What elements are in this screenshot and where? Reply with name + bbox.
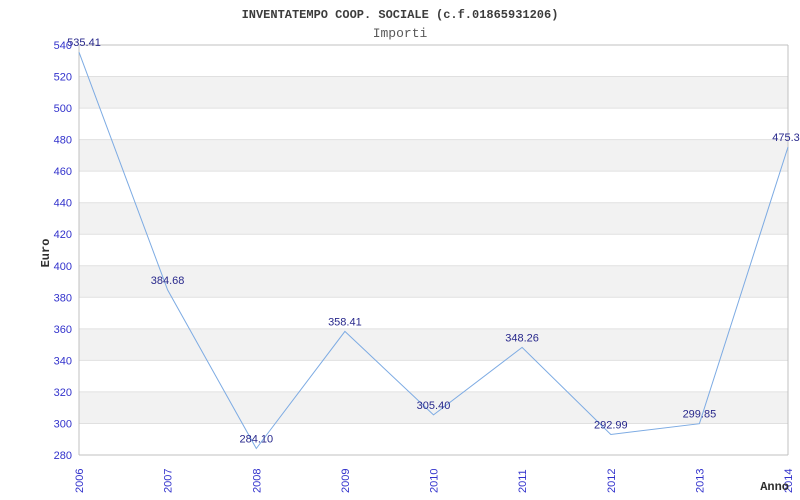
point-value-label: 292.99: [594, 420, 628, 432]
y-tick-label: 500: [54, 103, 72, 115]
y-tick-label: 360: [54, 324, 72, 336]
x-tick-label: 2014: [783, 469, 795, 493]
grid-band: [79, 328, 788, 361]
point-value-label: 535.41: [67, 37, 101, 49]
y-tick-label: 340: [54, 355, 72, 367]
grid-band: [79, 76, 788, 109]
y-axis-title: Euro: [39, 239, 53, 268]
y-tick-label: 380: [54, 292, 72, 304]
point-value-label: 299.85: [683, 409, 717, 421]
x-tick-label: 2010: [429, 469, 441, 493]
point-value-label: 284.10: [239, 434, 273, 446]
point-value-label: 358.41: [328, 316, 362, 328]
y-tick-label: 320: [54, 387, 72, 399]
y-tick-label: 460: [54, 166, 72, 178]
point-value-label: 348.26: [505, 332, 539, 344]
x-axis-title: Anno: [760, 480, 789, 494]
grid-band: [79, 265, 788, 298]
point-value-label: 305.40: [417, 400, 451, 412]
point-value-label: 475.3: [772, 132, 800, 144]
y-tick-label: 400: [54, 261, 72, 273]
x-tick-label: 2011: [517, 469, 529, 493]
x-tick-label: 2009: [340, 469, 352, 493]
chart-title: INVENTATEMPO COOP. SOCIALE (c.f.01865931…: [241, 8, 559, 22]
x-tick-label: 2013: [694, 469, 706, 493]
chart-subtitle: Importi: [372, 26, 428, 41]
y-tick-label: 520: [54, 72, 72, 84]
x-tick-label: 2012: [606, 469, 618, 493]
point-value-label: 384.68: [151, 275, 185, 287]
y-tick-label: 540: [54, 40, 72, 52]
grid-band: [79, 139, 788, 172]
y-tick-label: 420: [54, 229, 72, 241]
grid-band: [79, 202, 788, 235]
grid-band: [79, 391, 788, 424]
y-tick-label: 280: [54, 450, 72, 462]
x-tick-label: 2008: [251, 469, 263, 493]
y-tick-label: 440: [54, 198, 72, 210]
x-tick-label: 2007: [163, 469, 175, 493]
y-tick-label: 300: [54, 418, 72, 430]
y-tick-label: 480: [54, 135, 72, 147]
x-tick-label: 2006: [74, 469, 86, 493]
data-line: [78, 52, 789, 450]
